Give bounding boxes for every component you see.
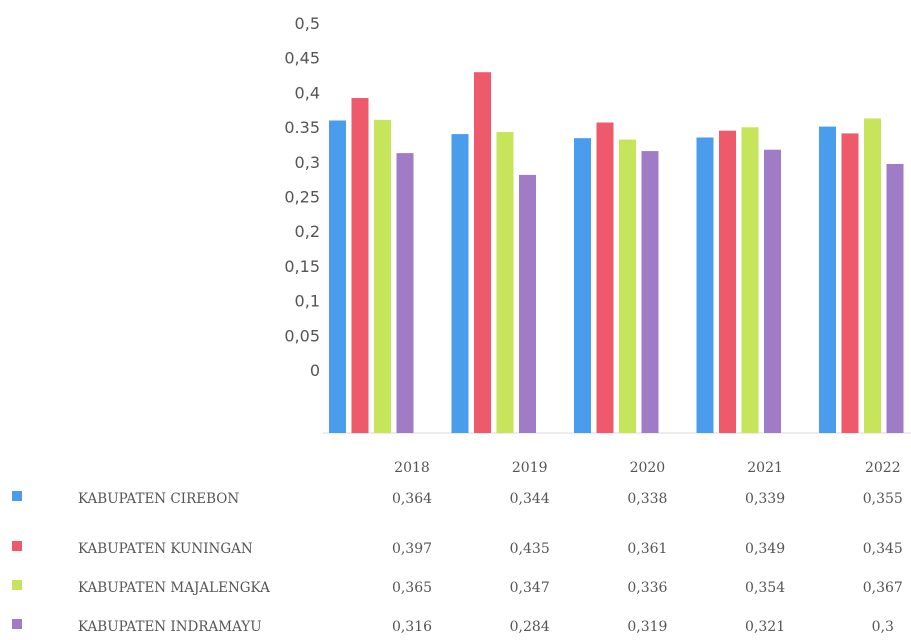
bar-2019-2 [496, 132, 514, 434]
bar-2019-3 [519, 174, 536, 433]
bar-2020-3 [641, 151, 659, 433]
x-axis: 2018 2019 2020 2021 2022 [394, 460, 900, 476]
bars [329, 72, 904, 434]
y-axis: 0,5 0,45 0,4 0.35 0,3 0,25 0,2 0,15 0,1 0,05 0 [284, 14, 320, 380]
y-tick-label: 0,25 [284, 188, 320, 207]
table-cell-value: 0,349 [745, 541, 785, 557]
bar-2022-2 [864, 118, 881, 433]
table-cell-value: 0,397 [392, 541, 432, 557]
table-cell-value: 0,354 [745, 580, 785, 596]
table-cell-value: 0,361 [627, 541, 667, 557]
x-tick-label: 2022 [865, 460, 901, 476]
table-cell-value: 0,316 [392, 619, 432, 635]
table-cell-value: 0,365 [392, 580, 432, 596]
series-label: KABUPATEN KUNINGAN [78, 541, 253, 557]
y-tick-label: 0,5 [295, 14, 320, 33]
bar-2021-0 [696, 137, 714, 434]
y-tick-label: 0,05 [284, 326, 320, 345]
table-cell-value: 0,364 [392, 491, 432, 507]
table-cell-value: 0,339 [745, 491, 785, 507]
x-tick-label: 2020 [630, 460, 666, 476]
bar-2021-1 [719, 130, 736, 433]
bar-2018-3 [396, 153, 414, 433]
series-label: KABUPATEN CIREBON [78, 491, 239, 507]
y-tick-label: 0,45 [284, 49, 320, 68]
bar-2022-3 [886, 164, 904, 433]
legend-swatch [12, 541, 22, 551]
series-label: KABUPATEN INDRAMAYU [78, 619, 262, 635]
table-cell-value: 0,345 [863, 541, 903, 557]
table-cell-value: 0,3 [872, 619, 894, 635]
table-cell-value: 0,284 [510, 619, 550, 635]
bar-2018-1 [351, 98, 369, 433]
bar-2019-0 [451, 134, 469, 433]
bar-2018-2 [374, 119, 391, 434]
legend-swatch [12, 580, 22, 590]
table-cell-value: 0,347 [510, 580, 550, 596]
legend-swatch [12, 491, 22, 501]
bar-2020-2 [619, 139, 636, 433]
y-tick-label: 0.35 [284, 118, 320, 137]
bar-2018-0 [329, 120, 346, 433]
table-cell-value: 0,344 [510, 491, 550, 507]
series-label: KABUPATEN MAJALENGKA [78, 580, 270, 596]
table-cell-value: 0,336 [627, 580, 667, 596]
table-cell-value: 0,338 [627, 491, 667, 507]
bar-2019-1 [474, 72, 491, 433]
x-tick-label: 2021 [747, 460, 783, 476]
x-tick-label: 2018 [394, 460, 430, 476]
y-tick-label: 0,4 [295, 83, 320, 102]
table-cell-value: 0,321 [745, 619, 785, 635]
data-table: KABUPATEN CIREBON 0,364 0,344 0,338 0,339 0,3… [12, 491, 903, 635]
bar-2022-1 [841, 133, 859, 433]
table-cell-value: 0,435 [510, 541, 550, 557]
bar-2021-2 [741, 127, 759, 433]
y-tick-label: 0,2 [295, 222, 320, 241]
y-tick-label: 0,1 [295, 292, 320, 311]
table-cell-value: 0,319 [627, 619, 667, 635]
bar-2020-1 [596, 122, 614, 434]
legend-swatch [12, 619, 22, 629]
table-cell-value: 0,367 [863, 580, 903, 596]
y-tick-label: 0,3 [295, 153, 320, 172]
bar-2021-3 [764, 149, 781, 433]
table-cell-value: 0,355 [863, 491, 903, 507]
bar-2022-0 [819, 126, 836, 433]
y-tick-label: 0 [310, 361, 320, 380]
y-tick-label: 0,15 [284, 257, 320, 276]
x-tick-label: 2019 [512, 460, 548, 476]
bar-2020-0 [574, 138, 591, 433]
